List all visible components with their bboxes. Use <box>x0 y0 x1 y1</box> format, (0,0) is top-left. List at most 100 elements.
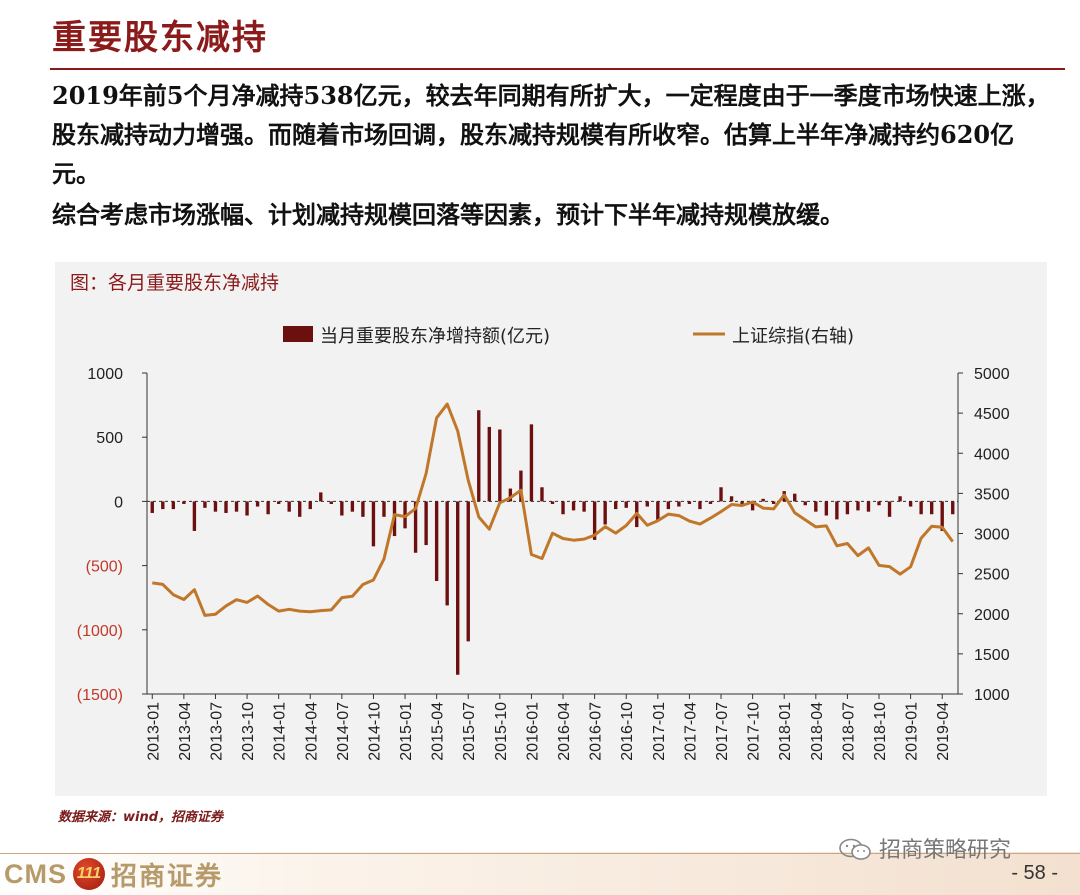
bar-2017-04 <box>687 501 692 504</box>
right-tick-label: 3500 <box>974 486 1010 503</box>
footer-divider <box>0 853 1080 854</box>
bar-2015-07 <box>466 501 470 642</box>
bar-2018-12 <box>898 496 902 502</box>
right-tick-label: 2500 <box>974 567 1010 584</box>
bar-2015-02 <box>413 501 418 553</box>
bar-2016-06 <box>582 501 586 512</box>
bar-2015-03 <box>424 501 428 546</box>
x-tick-label: 2013-10 <box>240 702 257 761</box>
bar-2016-04 <box>561 501 565 515</box>
wechat-account: 招商策略研究 <box>838 832 1011 864</box>
bar-2014-11 <box>382 501 386 517</box>
bar-2013-04 <box>182 501 186 504</box>
bar-2017-02 <box>666 501 671 510</box>
logo-cms-text: CMS <box>4 858 67 889</box>
bar-2018-06 <box>835 501 839 520</box>
bar-2014-08 <box>350 501 355 512</box>
bar-2019-03 <box>929 501 934 515</box>
bar-2014-02 <box>287 501 291 512</box>
bar-2013-12 <box>266 501 270 515</box>
bar-2014-10 <box>371 501 376 547</box>
bar-2014-09 <box>361 501 365 517</box>
bar-2018-07 <box>845 501 850 515</box>
x-tick-label: 2017-10 <box>746 702 763 761</box>
bar-2015-09 <box>487 426 491 502</box>
chart-caption: 图：各月重要股东净减持 <box>70 272 280 294</box>
bar-2015-10 <box>498 429 502 502</box>
bar-2016-09 <box>614 501 618 510</box>
left-tick-label: 1000 <box>87 366 123 383</box>
left-tick-label: (1000) <box>77 623 123 640</box>
x-tick-label: 2017-04 <box>682 702 699 761</box>
bar-2018-10 <box>877 501 881 506</box>
bar-2016-05 <box>571 501 576 511</box>
bar-2018-03 <box>803 501 807 506</box>
bar-2016-08 <box>603 501 607 525</box>
x-tick-label: 2013-01 <box>145 702 162 761</box>
bar-2013-08 <box>224 501 228 513</box>
x-tick-label: 2017-01 <box>651 702 668 761</box>
chart-panel <box>55 262 1047 796</box>
legend-label-bar: 当月重要股东净增持额(亿元) <box>320 326 550 347</box>
footer-band <box>0 852 1080 895</box>
right-tick-label: 1500 <box>974 647 1010 664</box>
bar-2016-12 <box>645 501 649 507</box>
right-tick-label: 4000 <box>974 446 1010 463</box>
bar-2017-01 <box>656 501 660 521</box>
line-shanghai-index <box>152 402 954 617</box>
bar-2015-11 <box>508 488 513 502</box>
bar-2016-10 <box>624 501 628 508</box>
bar-2017-12 <box>771 501 776 504</box>
wechat-name: 招商策略研究 <box>879 838 1012 863</box>
company-logo: CMS 111 招商证券 <box>4 856 223 892</box>
bar-2014-07 <box>340 501 344 516</box>
x-tick-label: 2016-01 <box>524 702 541 761</box>
paragraph-1: 2019年前5个月净减持538亿元，较去年同期有所扩大，一定程度由于一季度市场快… <box>52 81 1050 188</box>
left-tick-label: (500) <box>86 559 123 576</box>
data-source: 数据来源：wind，招商证券 <box>58 810 224 825</box>
page-number: - 58 - <box>1011 862 1058 884</box>
x-tick-label: 2018-10 <box>872 702 889 761</box>
bar-2014-03 <box>298 501 302 517</box>
bar-2013-02 <box>161 501 165 510</box>
x-tick-label: 2015-04 <box>430 702 447 761</box>
bar-2014-05 <box>319 492 323 502</box>
bar-2015-12 <box>519 470 523 502</box>
bar-2013-03 <box>171 501 176 510</box>
bar-2013-07 <box>213 501 218 512</box>
bar-2016-07 <box>592 501 597 540</box>
bar-2018-05 <box>824 501 829 516</box>
bar-2014-01 <box>276 501 281 504</box>
bar-2013-10 <box>245 501 249 516</box>
x-tick-label: 2018-04 <box>809 702 826 761</box>
bar-2018-11 <box>887 501 892 517</box>
bar-2015-05 <box>445 501 449 606</box>
legend-label-line: 上证综指(右轴) <box>732 326 854 347</box>
x-tick-label: 2015-10 <box>493 702 510 761</box>
bar-2013-01 <box>150 501 154 513</box>
x-tick-label: 2015-07 <box>461 702 478 761</box>
bar-2018-02 <box>793 493 797 502</box>
bar-2017-03 <box>677 501 681 507</box>
bar-2018-08 <box>856 501 860 511</box>
bar-2013-06 <box>203 501 207 508</box>
bar-2018-04 <box>814 501 818 512</box>
right-tick-label: 1000 <box>974 687 1010 704</box>
bar-2017-10 <box>750 501 755 511</box>
bar-2015-08 <box>477 410 481 502</box>
bar-2017-06 <box>708 501 713 504</box>
x-tick-label: 2018-07 <box>840 702 857 761</box>
x-tick-label: 2014-10 <box>366 702 383 761</box>
bar-2019-02 <box>919 501 923 515</box>
bar-2016-01 <box>529 424 534 502</box>
bar-2019-04 <box>940 501 944 531</box>
left-tick-label: 500 <box>96 430 123 447</box>
left-tick-label: 0 <box>114 494 123 511</box>
x-tick-label: 2013-07 <box>208 702 225 761</box>
wechat-icon <box>839 838 871 860</box>
x-tick-label: 2016-10 <box>619 702 636 761</box>
x-tick-label: 2018-01 <box>777 702 794 761</box>
bar-2016-02 <box>540 487 544 502</box>
right-tick-label: 5000 <box>974 366 1010 383</box>
